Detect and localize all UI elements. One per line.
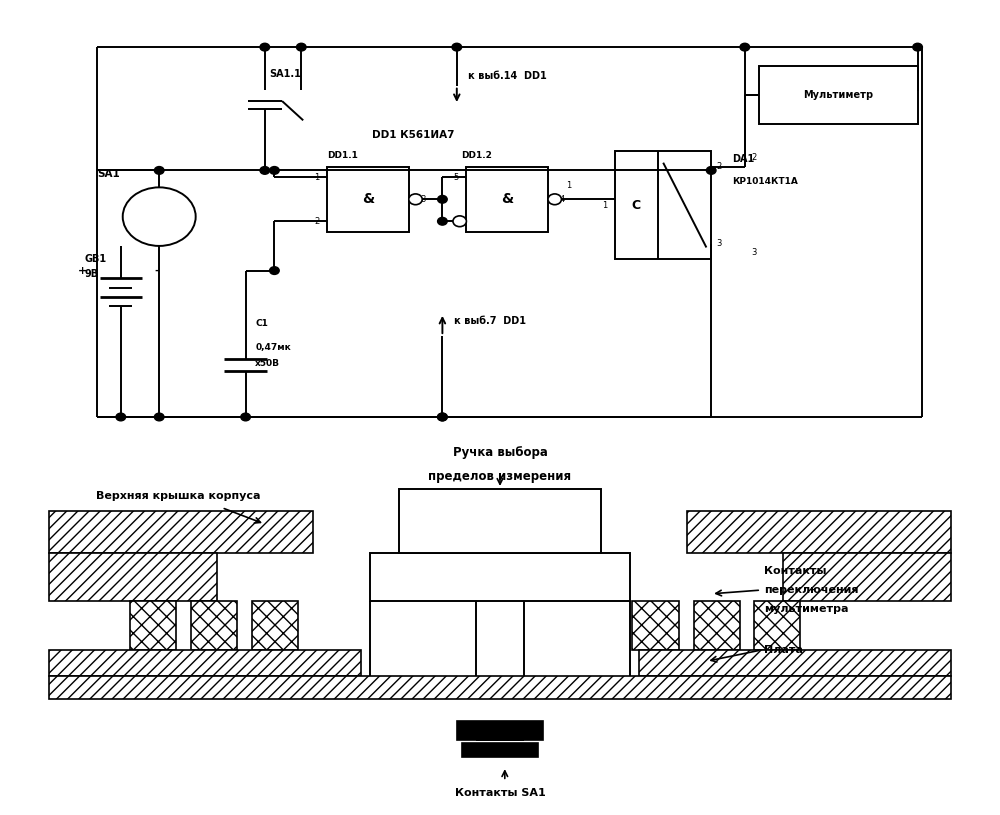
Circle shape [438, 413, 447, 421]
Text: 1: 1 [602, 200, 608, 209]
Text: C1: C1 [255, 319, 268, 328]
Text: -: - [154, 266, 159, 276]
Text: 6: 6 [453, 217, 459, 226]
Bar [252, 601, 298, 650]
Text: пределов измерения: пределов измерения [428, 470, 572, 483]
Circle shape [270, 166, 279, 174]
Text: 0,47мк: 0,47мк [255, 343, 291, 352]
Text: DD1 К561ИА7: DD1 К561ИА7 [372, 130, 455, 139]
Bar [632, 601, 679, 650]
Circle shape [260, 166, 270, 174]
Bar [687, 511, 951, 553]
Text: GB1: GB1 [84, 254, 106, 264]
Bar [639, 650, 951, 676]
Text: х50В: х50В [255, 359, 280, 368]
Text: 3: 3 [420, 195, 426, 204]
Bar [694, 601, 740, 650]
Text: DD1.2: DD1.2 [462, 152, 492, 161]
Text: 9В: 9В [84, 270, 98, 280]
Text: Контакты SA1: Контакты SA1 [455, 787, 545, 798]
Bar [783, 553, 951, 601]
Circle shape [154, 413, 164, 421]
Text: 3: 3 [752, 249, 757, 258]
Text: 1: 1 [566, 181, 571, 190]
Circle shape [296, 43, 306, 51]
Circle shape [154, 166, 164, 174]
Text: Контакты: Контакты [764, 566, 826, 576]
Circle shape [116, 413, 126, 421]
Text: переключения: переключения [764, 585, 858, 595]
Text: Плата: Плата [764, 645, 803, 655]
Text: КР1014КТ1А: КР1014КТ1А [732, 178, 798, 187]
Circle shape [260, 43, 270, 51]
Bar [49, 676, 951, 698]
Bar [49, 553, 217, 601]
Circle shape [548, 194, 561, 205]
Text: +: + [78, 266, 87, 276]
Bar [191, 601, 237, 650]
Circle shape [740, 43, 750, 51]
Text: к выб.7  DD1: к выб.7 DD1 [454, 315, 526, 326]
Circle shape [241, 413, 250, 421]
Bar [615, 151, 711, 259]
Text: &: & [362, 192, 374, 206]
Bar [754, 601, 800, 650]
Text: 3: 3 [716, 239, 721, 248]
Text: SA1.1: SA1.1 [270, 69, 301, 79]
Bar [457, 721, 543, 740]
Text: 2: 2 [716, 162, 721, 171]
Circle shape [706, 166, 716, 174]
Text: 5: 5 [453, 173, 459, 182]
Text: Верхняя крышка корпуса: Верхняя крышка корпуса [96, 491, 261, 501]
Text: Ручка выбора: Ручка выбора [453, 446, 547, 459]
Circle shape [453, 216, 466, 227]
Text: мультиметра: мультиметра [764, 604, 848, 614]
Text: &: & [501, 192, 513, 206]
Text: C: C [632, 199, 641, 212]
Bar [399, 489, 601, 553]
Text: к выб.14  DD1: к выб.14 DD1 [468, 72, 547, 82]
Text: 1: 1 [314, 173, 320, 182]
Text: 4: 4 [560, 195, 565, 204]
Bar [49, 650, 361, 676]
Circle shape [913, 43, 922, 51]
Circle shape [270, 267, 279, 275]
Bar [49, 511, 313, 553]
Bar [462, 743, 538, 756]
Circle shape [438, 413, 447, 421]
Circle shape [409, 194, 422, 205]
Bar [466, 166, 548, 232]
Bar [370, 553, 630, 601]
Circle shape [123, 187, 196, 246]
Text: Мультиметр: Мультиметр [803, 90, 873, 100]
Bar [759, 66, 918, 124]
Text: 2: 2 [752, 152, 757, 162]
Text: 2: 2 [314, 217, 320, 226]
Text: DD1.1: DD1.1 [327, 152, 358, 161]
Circle shape [438, 196, 447, 203]
Bar [327, 166, 409, 232]
Text: SA1: SA1 [97, 170, 120, 179]
Bar [130, 601, 176, 650]
Text: DA1: DA1 [732, 154, 755, 164]
Circle shape [452, 43, 462, 51]
Circle shape [438, 218, 447, 225]
